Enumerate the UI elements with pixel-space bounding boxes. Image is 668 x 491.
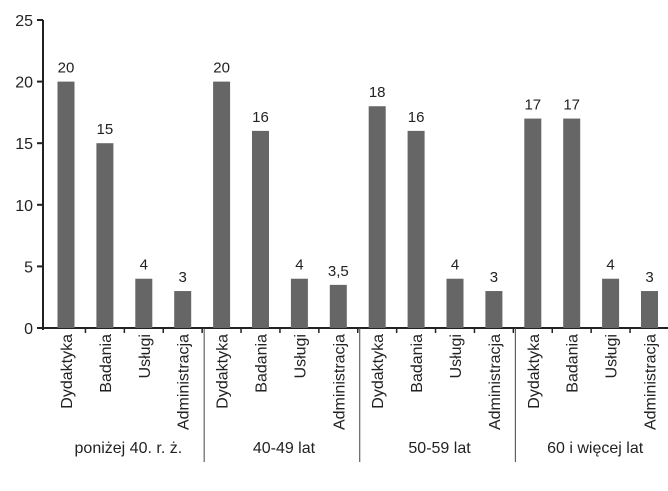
- category-label: Administracja: [331, 334, 348, 430]
- category-label: Usługi: [448, 334, 465, 378]
- bars: [57, 81, 658, 329]
- group-label: poniżej 40. r. ż.: [75, 440, 183, 457]
- category-label: Usługi: [137, 334, 154, 378]
- y-tick-label: 10: [15, 198, 33, 215]
- category-label: Usługi: [604, 334, 621, 378]
- bar: [446, 278, 464, 328]
- value-label: 20: [213, 60, 230, 77]
- value-label: 4: [451, 257, 459, 274]
- category-label: Badania: [98, 334, 115, 393]
- bar: [135, 278, 153, 328]
- bar: [252, 130, 269, 328]
- value-label: 17: [524, 97, 541, 114]
- bar: [174, 291, 192, 328]
- value-label: 16: [252, 109, 269, 126]
- y-tick-label: 20: [15, 75, 33, 92]
- bar: [368, 106, 386, 329]
- value-label: 4: [295, 257, 303, 274]
- category-label: Usługi: [292, 334, 309, 378]
- value-label: 3: [645, 269, 653, 286]
- value-label: 17: [563, 97, 580, 114]
- bar: [329, 284, 347, 328]
- bar: [407, 130, 425, 328]
- bar: [213, 81, 231, 328]
- category-label: Dydaktyka: [215, 334, 232, 409]
- category-label: Badania: [254, 334, 271, 393]
- y-tick-label: 5: [24, 259, 33, 276]
- value-label: 3,5: [328, 263, 349, 280]
- group-label: 60 i więcej lat: [547, 440, 644, 457]
- bar: [563, 118, 581, 328]
- bar: [602, 278, 620, 328]
- value-label: 4: [606, 257, 614, 274]
- bar: [290, 278, 308, 328]
- category-label: Badania: [409, 334, 426, 393]
- bar: [641, 291, 658, 328]
- bar: [485, 291, 503, 328]
- group-label: 40-49 lat: [253, 440, 316, 457]
- value-label: 16: [408, 109, 425, 126]
- bar: [524, 118, 542, 328]
- y-tick-label: 15: [15, 136, 33, 153]
- bar: [57, 81, 75, 328]
- value-label: 20: [58, 60, 75, 77]
- category-label: Administracja: [487, 334, 504, 430]
- category-label: Badania: [565, 334, 582, 393]
- category-label: Dydaktyka: [59, 334, 76, 409]
- group-label: 50-59 lat: [408, 440, 471, 457]
- category-label: Administracja: [176, 334, 193, 430]
- value-label: 3: [179, 269, 187, 286]
- category-label: Dydaktyka: [526, 334, 543, 409]
- category-label: Dydaktyka: [370, 334, 387, 409]
- category-label: Administracja: [643, 334, 660, 430]
- value-label: 4: [140, 257, 148, 274]
- value-label: 18: [369, 84, 386, 101]
- value-label: 3: [490, 269, 498, 286]
- value-label: 15: [97, 121, 114, 138]
- y-tick-label: 25: [15, 13, 33, 30]
- y-tick-label: 0: [24, 321, 33, 338]
- bar: [96, 143, 114, 328]
- labels: 20 Dydaktyka 15 Badania 4 Usługi 3 Administracj…: [58, 60, 660, 457]
